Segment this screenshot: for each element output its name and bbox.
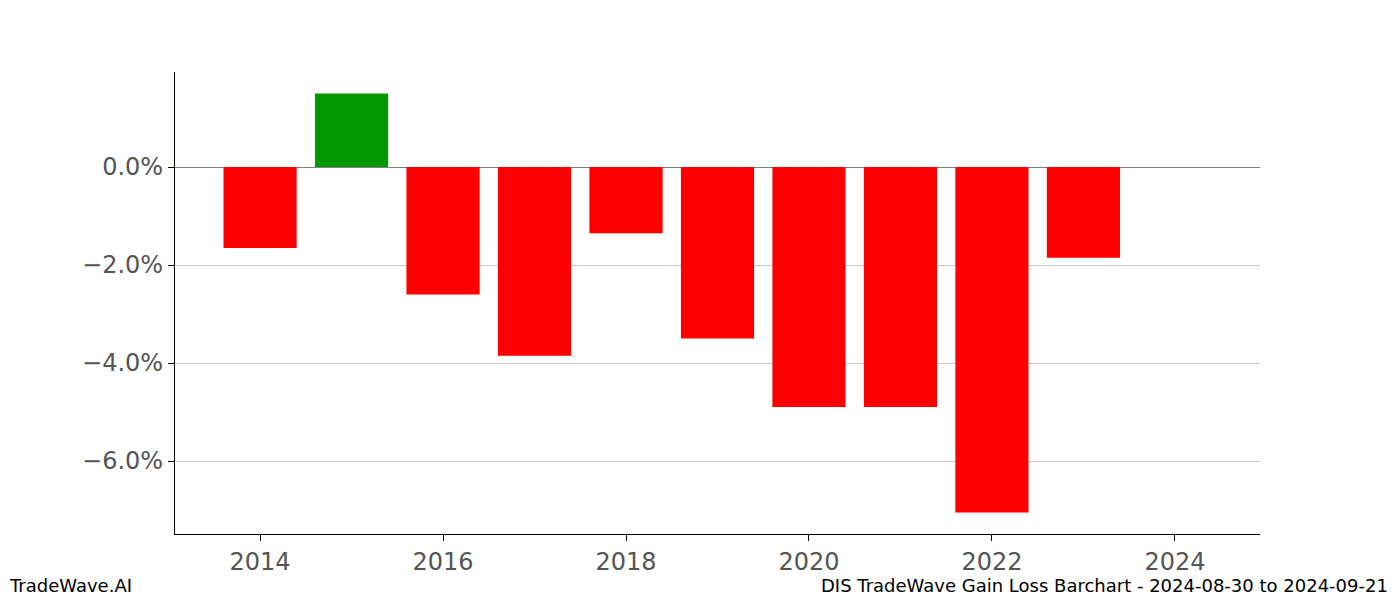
svg-text:2024: 2024	[1144, 548, 1205, 576]
svg-text:−4.0%: −4.0%	[82, 349, 163, 377]
svg-text:2016: 2016	[413, 548, 474, 576]
svg-text:DIS TradeWave Gain Loss Barcha: DIS TradeWave Gain Loss Barchart - 2024-…	[821, 575, 1388, 596]
svg-text:TradeWave.AI: TradeWave.AI	[9, 575, 132, 596]
svg-text:−2.0%: −2.0%	[82, 251, 163, 279]
svg-text:−6.0%: −6.0%	[82, 447, 163, 475]
svg-text:0.0%: 0.0%	[102, 153, 163, 181]
svg-text:2014: 2014	[230, 548, 291, 576]
svg-text:2018: 2018	[595, 548, 656, 576]
svg-text:2020: 2020	[778, 548, 839, 576]
svg-text:2022: 2022	[961, 548, 1022, 576]
